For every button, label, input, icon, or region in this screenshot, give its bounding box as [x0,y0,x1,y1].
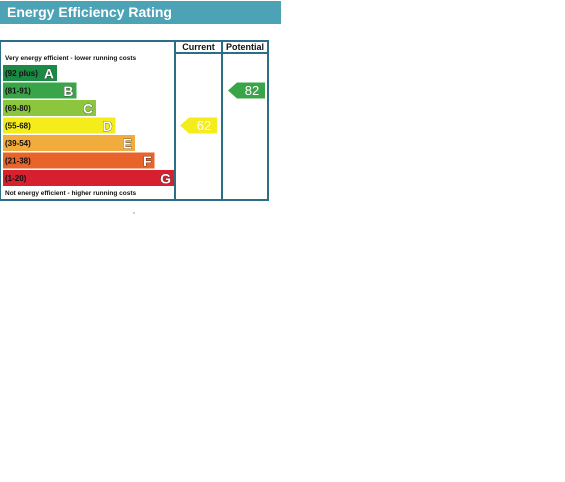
stray-dot [133,212,135,214]
band-b-bar [3,82,77,99]
band-f-bar [3,152,155,169]
band-e-bar [3,135,135,151]
rating-arrows: 62 82 [180,82,265,134]
band-a-range: (92 plus) [5,69,38,78]
current-rating-value: 62 [197,118,211,133]
band-e-letter: E [123,136,132,152]
band-b-letter: B [63,83,73,99]
band-c-range: (69-80) [5,104,31,113]
band-e-range: (39-54) [5,139,31,148]
band-g-bar [3,170,174,186]
title-bar [0,1,281,24]
potential-column-header: Potential [226,42,264,52]
band-b-range: (81-91) [5,87,31,96]
potential-rating-value: 82 [245,83,259,98]
inefficient-note: Not energy efficient - higher running co… [5,190,136,197]
band-c-bar [3,100,96,116]
band-g-range: (1-20) [5,174,27,183]
band-d-letter: D [102,118,112,134]
potential-rating-arrow [228,82,265,99]
band-f-range: (21-38) [5,157,31,166]
chart-title: Energy Efficiency Rating [7,4,172,20]
current-column-header: Current [182,42,215,52]
rating-bands: (92 plus) A (81-91) B (69-80) C (55-68) D (39-54… [3,65,174,187]
band-f-letter: F [143,153,152,169]
band-d-range: (55-68) [5,122,31,131]
chart-frame [0,40,269,201]
efficient-note: Very energy efficient - lower running co… [5,55,137,62]
band-g-letter: G [160,171,171,187]
band-c-letter: C [83,101,93,117]
band-a-letter: A [44,66,54,82]
band-d-bar [3,117,116,134]
current-rating-arrow [180,117,217,134]
band-a-bar [3,65,57,81]
